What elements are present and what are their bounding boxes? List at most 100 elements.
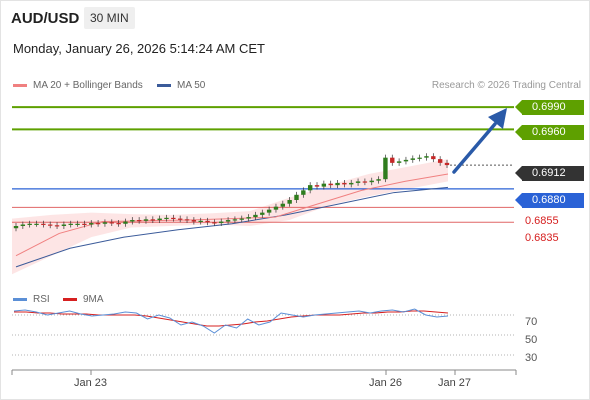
chart-datetime: Monday, January 26, 2026 5:14:24 AM CET [13, 41, 265, 56]
candle-body [396, 161, 402, 163]
candle-body [116, 223, 121, 225]
candle-body [164, 217, 169, 220]
candle-body [335, 182, 340, 186]
candle-body [157, 218, 162, 221]
rsi-tick-70: 70 [525, 316, 538, 328]
candle-body [171, 217, 176, 220]
candle-body [143, 219, 149, 221]
candle-body [95, 223, 101, 225]
ma50-line [15, 186, 449, 268]
x-tick-jan27: Jan 27 [438, 377, 472, 389]
candle-body [294, 194, 299, 200]
candle-body [273, 206, 279, 210]
price-label-last: 0.6912 [515, 166, 584, 181]
candle-body [82, 223, 87, 225]
candle-body [321, 183, 327, 187]
candle-body [13, 226, 19, 229]
candle-body [314, 185, 320, 187]
rsi-tick-30: 30 [525, 352, 538, 364]
ma20-swatch [13, 84, 27, 87]
rsi-swatch [13, 298, 27, 301]
rsi-line [13, 308, 449, 334]
candle-body [307, 185, 313, 191]
candle-body [61, 224, 67, 226]
candle-body [266, 209, 272, 213]
candle-body [390, 157, 395, 163]
legend-rsi-label: RSI [33, 294, 50, 305]
legend-rsi: RSI [13, 294, 50, 305]
candle-body [342, 182, 347, 185]
candle-body [383, 157, 388, 180]
candle-body [355, 181, 361, 183]
ma20-line [15, 173, 449, 257]
ma50-swatch [157, 84, 171, 87]
candle-body [177, 218, 183, 220]
candle-body [232, 219, 238, 221]
legend-ma50-label: MA 50 [177, 80, 206, 91]
candle-body [287, 200, 292, 204]
candle-body [102, 222, 108, 224]
chart-header: AUD/USD 30 MIN [0, 0, 590, 38]
candle-body [75, 223, 80, 225]
candle-body [198, 220, 203, 222]
candle-body [410, 158, 415, 160]
timeframe-badge[interactable]: 30 MIN [84, 7, 135, 29]
candle-body [212, 222, 217, 224]
candle-body [191, 220, 197, 222]
rsi-ma-swatch [63, 298, 77, 301]
candle-body [403, 159, 409, 162]
candle-body [184, 219, 190, 221]
symbol-title: AUD/USD [11, 10, 80, 27]
candle-body [205, 220, 210, 223]
candle-body [89, 223, 94, 225]
legend-rsi-ma: 9MA [63, 294, 104, 305]
candle-body [41, 223, 46, 225]
candle-body [369, 180, 374, 183]
candle-body [239, 218, 244, 220]
candle-body [150, 219, 156, 221]
price-label-pivot: 0.6880 [515, 193, 584, 208]
forecast-arrow-head [488, 108, 507, 129]
candle-body [68, 223, 73, 225]
candle-body [362, 181, 368, 183]
candle-body [376, 179, 381, 181]
candle-body [301, 190, 306, 195]
candle-body [260, 212, 265, 215]
legend-ma50: MA 50 [157, 80, 205, 91]
candle-body [48, 224, 53, 226]
candle-body [225, 220, 231, 222]
price-label-r1: 0.6960 [515, 125, 584, 140]
candle-body [130, 220, 135, 222]
candle-body [20, 224, 26, 226]
x-tick-jan23: Jan 23 [74, 377, 108, 389]
rsi-tick-50: 50 [525, 334, 538, 346]
candle-body [444, 162, 450, 166]
research-credit: Research © 2026 Trading Central [431, 80, 581, 91]
rsi-ma-line [14, 310, 449, 327]
candle-body [431, 156, 436, 160]
forecast-arrow-shaft [452, 122, 497, 174]
candle-body [54, 225, 60, 227]
price-label-s2: 0.6835 [525, 232, 559, 244]
legend-ma20-label: MA 20 + Bollinger Bands [33, 80, 143, 91]
candle-body [109, 222, 114, 224]
candle-body [136, 220, 142, 222]
legend-rsi-ma-label: 9MA [83, 294, 104, 305]
price-label-s1: 0.6855 [525, 215, 559, 227]
candle-body [437, 159, 443, 163]
candle-body [424, 156, 429, 158]
candle-body [417, 157, 422, 159]
candle-body [328, 183, 333, 186]
candle-body [280, 203, 286, 207]
legend-ma20: MA 20 + Bollinger Bands [13, 80, 143, 91]
candle-body [253, 214, 258, 218]
x-tick-jan26: Jan 26 [369, 377, 403, 389]
candle-body [123, 221, 128, 224]
candle-body [349, 182, 354, 185]
candle-body [27, 223, 32, 225]
candle-body [219, 221, 224, 224]
candle-body [246, 217, 251, 219]
price-label-r2: 0.6990 [515, 100, 584, 115]
bollinger-band-fill [12, 159, 448, 275]
